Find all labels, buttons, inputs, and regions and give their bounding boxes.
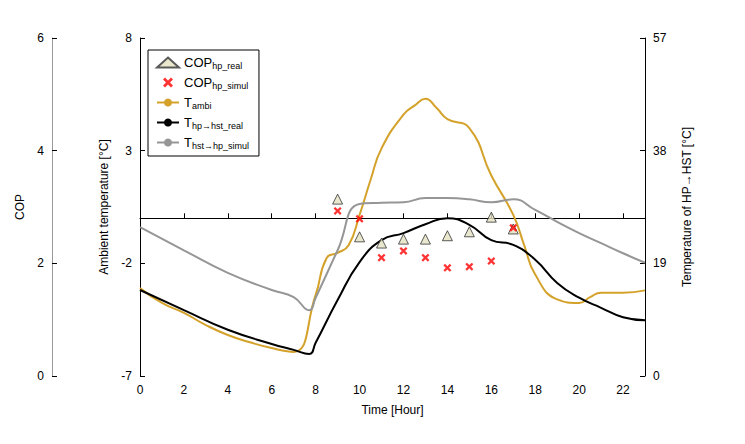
svg-text:12: 12 (397, 383, 411, 397)
svg-text:COP: COP (13, 194, 27, 220)
svg-text:6: 6 (268, 383, 275, 397)
svg-text:ambi: ambi (192, 101, 212, 111)
svg-text:hp→hst_real: hp→hst_real (192, 121, 243, 131)
svg-text:4: 4 (37, 144, 44, 158)
svg-text:14: 14 (441, 383, 455, 397)
svg-text:19: 19 (653, 256, 667, 270)
svg-text:Temperature of HP→HST [°C]: Temperature of HP→HST [°C] (680, 127, 694, 287)
svg-text:0: 0 (653, 369, 660, 383)
svg-text:COP: COP (184, 55, 212, 70)
svg-text:38: 38 (653, 144, 667, 158)
svg-text:Ambient temperature [°C]: Ambient temperature [°C] (97, 139, 111, 275)
svg-text:4: 4 (224, 383, 231, 397)
svg-text:hp_simul: hp_simul (212, 81, 248, 91)
svg-text:18: 18 (529, 383, 543, 397)
svg-text:COP: COP (184, 75, 212, 90)
svg-text:3: 3 (125, 144, 132, 158)
svg-text:-7: -7 (121, 369, 132, 383)
svg-text:T: T (184, 95, 192, 110)
svg-text:22: 22 (616, 383, 630, 397)
svg-text:20: 20 (572, 383, 586, 397)
svg-text:16: 16 (485, 383, 499, 397)
svg-text:0: 0 (37, 369, 44, 383)
svg-text:hp_real: hp_real (212, 61, 242, 71)
svg-text:hst→hp_simul: hst→hp_simul (192, 141, 249, 151)
svg-text:57: 57 (653, 31, 667, 45)
svg-text:0: 0 (137, 383, 144, 397)
svg-text:2: 2 (37, 256, 44, 270)
svg-text:8: 8 (312, 383, 319, 397)
svg-text:T: T (184, 135, 192, 150)
svg-text:10: 10 (353, 383, 367, 397)
svg-text:-2: -2 (121, 256, 132, 270)
svg-text:T: T (184, 115, 192, 130)
svg-text:6: 6 (37, 31, 44, 45)
svg-text:Time [Hour]: Time [Hour] (361, 403, 423, 417)
svg-text:2: 2 (181, 383, 188, 397)
svg-text:8: 8 (125, 31, 132, 45)
